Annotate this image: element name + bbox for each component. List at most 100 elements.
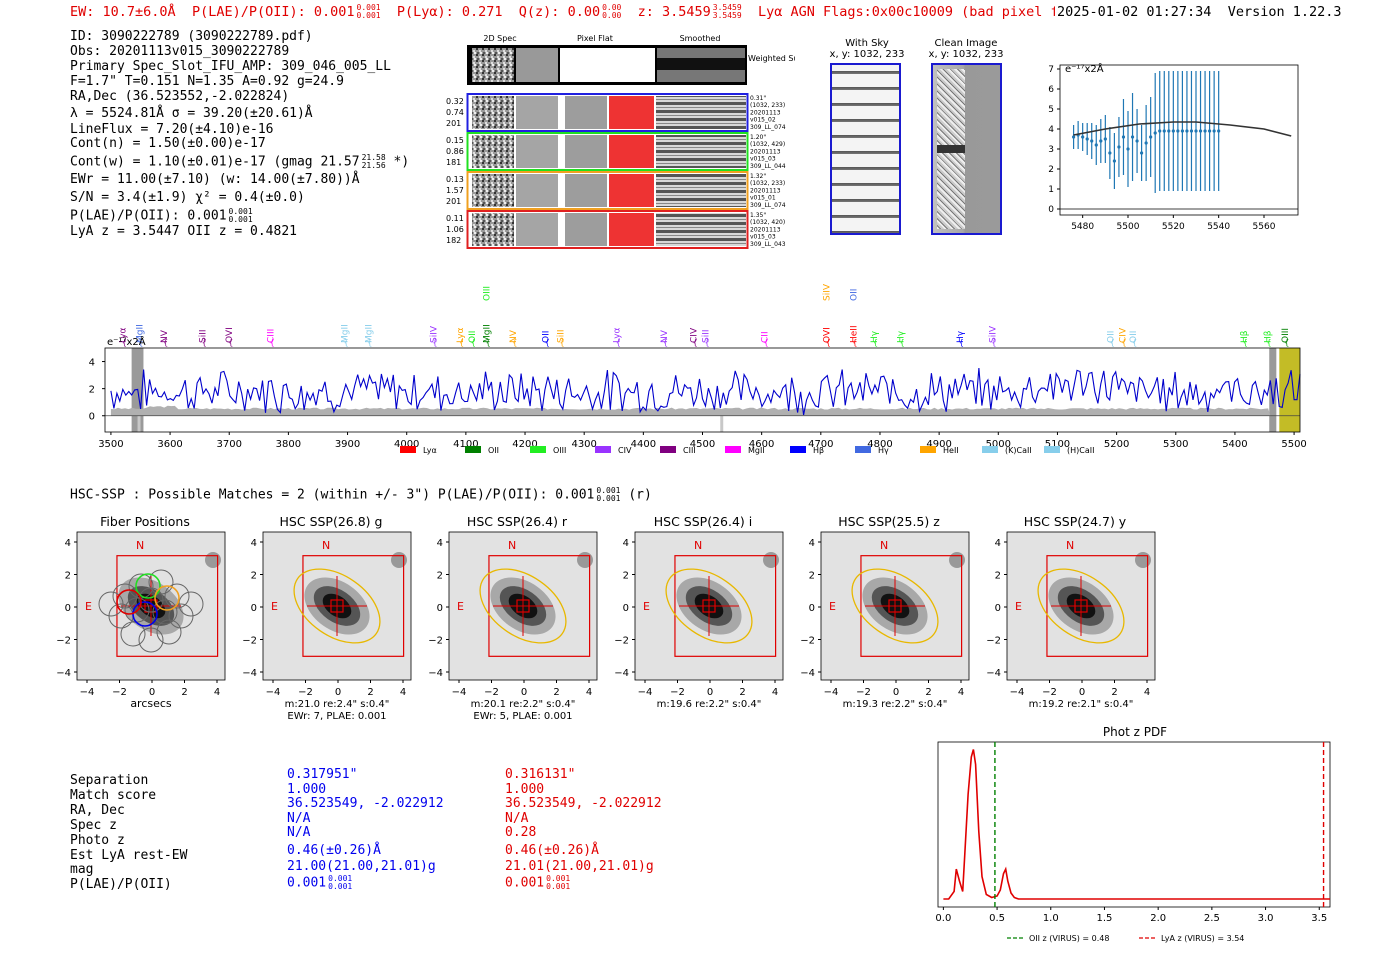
col1-match-score: 1.000 [287,783,326,797]
fit-point [1086,137,1089,140]
info-ewr: EWr = 11.00(±7.10) (w: 14.00(±7.80))Å [70,173,360,187]
label-separation: Separation [70,774,148,788]
stamp-title: HSC SSP(26.4) i [654,514,752,529]
col1-radec: 36.523549, -2.022912 [287,797,444,811]
fit-point [1095,143,1098,146]
detection-info: ID: 3090222789 (3090222789.pdf) Obs: 202… [70,30,450,245]
fit-ytick-label: 1 [1048,185,1054,195]
cutout-right-label: 20201113 [750,187,781,194]
cutout-right-label: (1032, 233) [750,180,785,187]
header-version: Version 1.22.3 [1228,4,1342,20]
pdf-title: Phot z PDF [1103,725,1167,739]
stamp-panel: Fiber PositionsNE420−2−4−4 −2 0 2 4arcsecs [50,510,228,725]
header-flags: Lyα AGN Flags:0x00c10009 (bad pixel flat… [758,4,1091,20]
spectrum-xtick-label: 4400 [631,439,656,450]
stamp-ytick-label: −2 [242,636,257,647]
pdf-curve [943,750,1330,900]
stamp-ytick-label: 2 [623,571,629,582]
match-table-col1: 0.317951" 1.000 36.523549, -2.022912 N/A… [287,768,497,898]
fit-point [1145,141,1148,144]
stamp-north: N [508,539,516,552]
cutout-right-label: 309_LL_074 [750,202,786,209]
col2-match-score: 1.000 [505,783,544,797]
stamp-ytick-label: 4 [251,538,257,549]
fit-point [1163,129,1166,132]
stamp-neighbor-source [1135,552,1151,568]
col2-separation: 0.316131" [505,768,575,782]
stamp-xtick-label: −2 [112,687,127,698]
stamp-xtick-label: 0 [707,687,713,698]
spectrum-line-marker: { [545,338,550,347]
fit-point [1167,129,1170,132]
clean-image-coord: x, y: 1032, 233 [921,49,1011,60]
col1-photo-z: N/A [287,826,310,840]
match-table-labels: Separation Match score RA, Dec Spec z Ph… [70,774,300,899]
col1-plae: 0.001 0.001 0.001 [287,875,352,891]
label-plae: P(LAE)/P(OII) [70,878,172,892]
spectrum-line-label: OII [849,289,859,301]
spectrum-legend-label: Hβ [813,446,824,455]
stamp-east: E [1015,600,1022,613]
spectrum-line-marker: { [693,338,698,347]
label-photo-z: Photo z [70,834,125,848]
with-sky-header: With Sky x, y: 1032, 233 [822,38,912,60]
pdf-legend: OII z (VIRUS) = 0.48 LyA z (VIRUS) = 3.5… [1007,934,1244,943]
cutout-gap [560,96,563,129]
with-sky-title: With Sky [822,38,912,49]
stamp-measure: m:21.0 re:2.4" s:0.4" [285,699,390,710]
stamp-ytick-label: 2 [437,571,443,582]
cutout-badpix [609,135,654,168]
stamp-north: N [880,539,888,552]
header-plae: P(LAE)/P(OII): 0.001 [192,4,355,20]
cutout-left-label: 0.13 [446,175,464,184]
pdf-xtick-label: 2.5 [1204,913,1220,924]
cutout-gap [560,174,563,207]
cutout-left-label: 0.74 [446,108,464,117]
info-redshifts: LyA z = 3.5447 OII z = 0.4821 [70,225,297,239]
cutout-badpix [609,96,654,129]
stamp-ytick-label: −2 [986,636,1001,647]
fit-point [1149,135,1152,138]
pdf-legend-lya: LyA z (VIRUS) = 3.54 [1161,934,1244,943]
fit-point [1113,159,1116,162]
col2-photo-z: 0.28 [505,826,536,840]
cutout-badpix [609,213,654,246]
fit-point [1122,135,1125,138]
stamp-xtick-label: 4 [214,687,220,698]
cutout-2dspec [472,135,514,168]
info-primary-spec: Primary Spec_Slot_IFU_AMP: 309_046_005_L… [70,60,391,74]
spectrum-xtick-label: 5500 [1281,439,1306,450]
stamp-xtick-label: 4 [586,687,592,698]
cutout-right-label: 1.32" [750,173,766,180]
stamp-neighbor-source [763,552,779,568]
fit-point [1158,129,1161,132]
stamp-north: N [136,539,144,552]
stamp-xtick-label: 0 [1079,687,1085,698]
fit-point [1126,147,1129,150]
spectrum-line-marker: { [270,338,275,347]
cutout-right-label: (1032, 233) [750,102,785,109]
fit-ytick-label: 7 [1048,65,1054,75]
stamp-ew-plae: EWr: 5, PLAE: 0.001 [473,711,572,722]
spectrum-legend-label: MgII [748,446,765,455]
spectrum-line-marker: { [1110,338,1115,347]
stamp-ytick-label: 0 [437,603,443,614]
clean-image [931,63,1002,235]
cutout-smoothed [656,174,746,207]
stamp-ytick-label: 0 [251,603,257,614]
stamp-ytick-label: 2 [65,571,71,582]
spec-cutouts: 2D Spec Pixel Flat Smoothed Weighted Sum… [440,30,795,260]
cutout-left-label: 181 [446,158,461,167]
fit-point [1131,135,1134,138]
stamp-ytick-label: 0 [623,603,629,614]
cutout-left-label: 182 [446,236,461,245]
stamp-neighbor-source [205,552,221,568]
spectrum-legend-swatch [530,446,546,453]
fit-ytick-label: 5 [1048,105,1054,115]
spectrum-line-label: OIII [483,286,493,301]
stamp-ytick-label: 4 [623,538,629,549]
cutout-right-label: v015_01 [750,195,776,202]
cutout-badpix [609,174,654,207]
label-lya-ew: Est LyA rest-EW [70,849,187,863]
stamp-xtick-label: 2 [925,687,931,698]
